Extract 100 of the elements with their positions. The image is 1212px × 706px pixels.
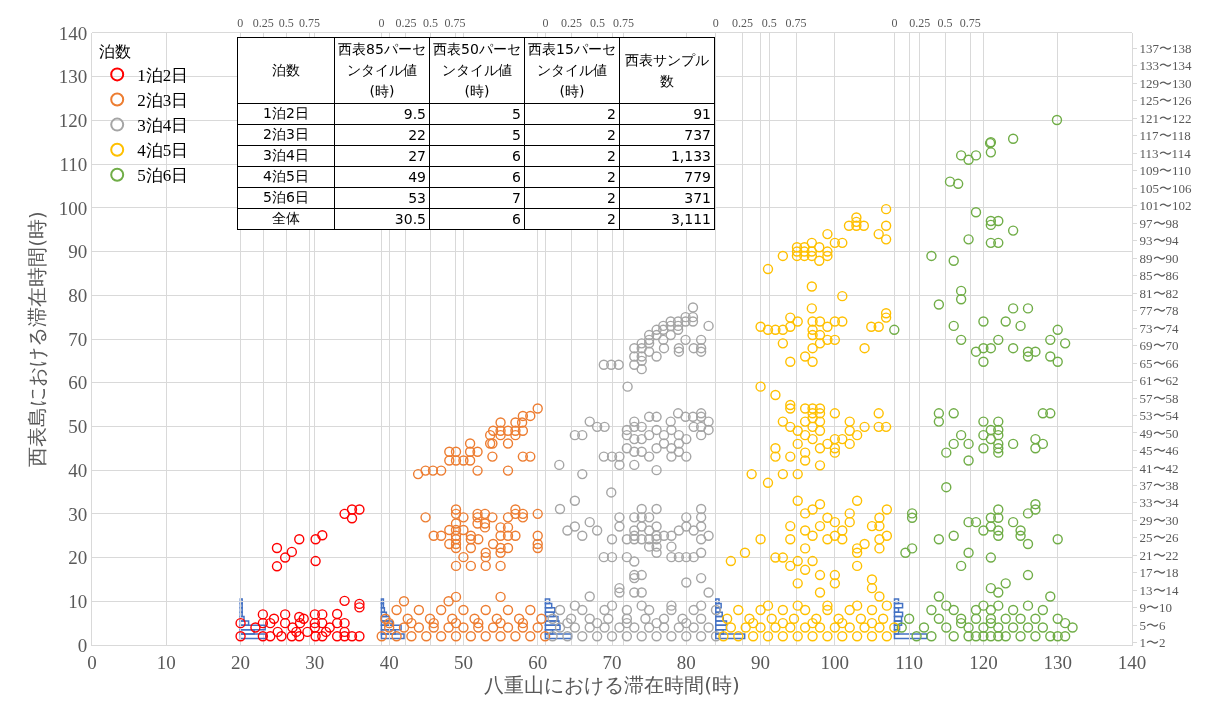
category-label: 33〜34 [1139,495,1179,511]
text: 2 [607,127,616,143]
text: 6 [512,148,521,164]
x-tick-label: 0.5 [278,16,294,31]
x-tick-label: 10 [156,651,176,673]
x-tick-label: 0.25 [252,16,274,31]
point [346,513,358,524]
bar [893,615,903,622]
legend-title: 泊数 [99,41,132,61]
legend-label: 4泊5日 [137,141,189,161]
x-tick-label: 0 [891,16,898,31]
bar [544,624,561,631]
category-label: 129〜130 [1139,75,1192,91]
y-tick-label: 80 [68,284,88,306]
point [331,608,343,620]
x-tick-label: 0.75 [959,16,981,31]
legend-label: 2泊3日 [137,91,189,111]
category-label: 5〜6 [1139,617,1166,633]
point [309,609,321,620]
category-label: 121〜122 [1139,110,1192,126]
x-tick-label: 110 [895,651,924,673]
point [279,617,291,629]
y-tick-label: 100 [58,197,88,219]
category-label: 57〜58 [1139,390,1179,406]
point [279,609,291,620]
y-tick-label: 110 [59,153,88,175]
x-tick-label: 0.75 [612,16,634,31]
point [317,609,328,620]
legend-label: 3泊4日 [137,116,189,136]
category-label: 25〜26 [1139,530,1179,546]
category-label: 61〜62 [1139,373,1179,389]
x-tick-label: 60 [528,651,548,673]
bar [544,633,573,640]
point [339,617,350,629]
point [257,631,269,642]
category-label: 77〜78 [1139,303,1179,319]
text: 30.5 [394,211,426,227]
category-label: 2泊3日 [263,126,309,142]
category-label: 113〜114 [1139,145,1191,161]
category-label: 93〜94 [1139,233,1179,249]
point [354,631,365,642]
x-tick-label: 90 [751,651,771,673]
bar [893,633,928,640]
category-label: 89〜90 [1139,250,1179,266]
bar [544,611,555,618]
y-tick-label: 50 [68,416,88,438]
x-tick-label: 100 [820,651,850,673]
category-label: 3泊4日 [263,147,309,163]
point [294,617,306,629]
point [331,631,343,642]
point [265,617,276,629]
category-label: 5泊6日 [263,189,309,205]
point [265,631,276,642]
category-label: 4泊5日 [263,168,309,184]
legend-label: 1泊2日 [137,66,189,86]
x-tick-label: 0 [237,16,244,31]
point [235,617,246,629]
category-label: 65〜66 [1139,355,1179,371]
bar [544,607,556,613]
y-tick-label: 120 [58,110,88,132]
y-tick-label: 20 [68,547,88,569]
category-label: 49〜50 [1139,425,1179,441]
text: 779 [684,169,711,185]
x-axis-title: 八重山における滞在時間(時) [484,673,740,698]
text: 27 [408,148,426,164]
bar [239,624,266,631]
point [286,631,298,642]
point [294,611,305,623]
y-tick-label: 130 [58,66,88,88]
bar [715,624,728,631]
x-tick-label: 0 [712,16,719,31]
x-tick-label: 40 [379,651,399,673]
point [287,622,298,633]
point [294,534,305,545]
text: 5 [512,106,521,122]
y-axis-title: 西表島における滞在時間(時) [25,211,50,467]
point [272,626,283,638]
text: 49 [408,169,426,185]
category-label: 53〜54 [1139,408,1179,424]
bar [380,633,405,640]
x-tick-label: 0.5 [422,16,438,31]
x-tick-label: 0.5 [937,16,953,31]
point [310,555,321,567]
category-label: 13〜14 [1139,582,1179,598]
y-tick-label: 60 [68,372,88,394]
point [310,631,321,642]
x-tick-label: 20 [231,651,251,673]
category-label: 81〜82 [1139,285,1179,301]
category-label: 37〜38 [1139,477,1179,493]
text: 22 [408,127,426,143]
category-label: 全体 [272,210,300,226]
point [346,504,358,515]
text: 2 [607,169,616,185]
point [257,617,269,629]
bar [544,602,553,609]
x-tick-label: 140 [1117,651,1147,673]
text: 2 [607,106,616,122]
category-label: 85〜86 [1139,268,1179,284]
category-label: 29〜30 [1139,512,1179,528]
y-tick-label: 70 [68,328,88,350]
